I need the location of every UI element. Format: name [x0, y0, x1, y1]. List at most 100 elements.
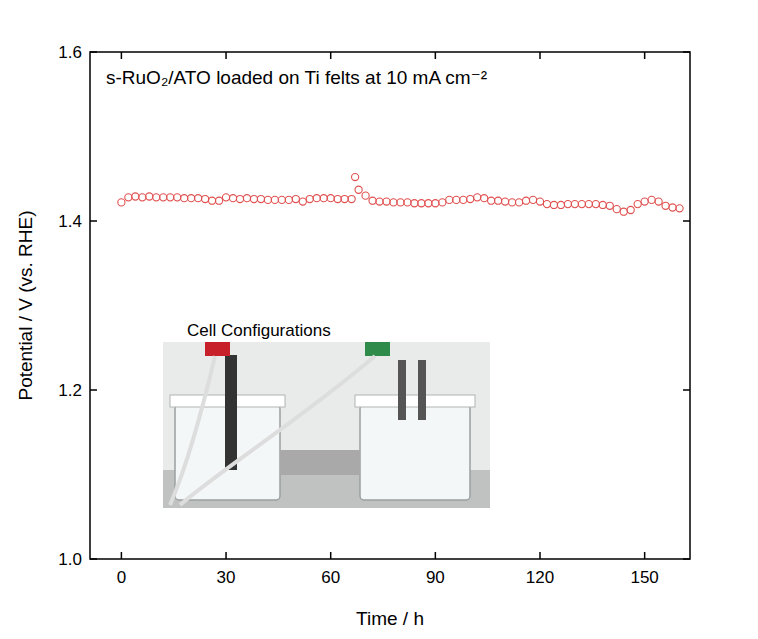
data-point — [613, 206, 620, 213]
data-point — [453, 196, 460, 203]
data-point — [627, 206, 634, 213]
data-point — [257, 195, 264, 202]
data-point — [592, 201, 599, 208]
data-group — [118, 173, 683, 215]
data-point — [362, 192, 369, 199]
x-tick-label: 150 — [630, 568, 658, 587]
x-tick-label: 120 — [526, 568, 554, 587]
data-point — [125, 194, 132, 201]
data-point — [327, 195, 334, 202]
data-point — [334, 195, 341, 202]
y-tick — [90, 51, 97, 53]
data-point — [404, 199, 411, 206]
inset-bridge — [280, 450, 360, 475]
x-axis-title: Time / h — [356, 608, 424, 629]
data-point — [167, 194, 174, 201]
data-point — [571, 201, 578, 208]
data-point — [474, 194, 481, 201]
data-point — [348, 195, 355, 202]
x-tick-label: 60 — [321, 568, 340, 587]
inset-lid — [355, 395, 475, 407]
data-point — [271, 196, 278, 203]
data-point — [620, 208, 627, 215]
inset-clip — [205, 342, 230, 356]
data-point — [306, 195, 313, 202]
inset-beaker — [360, 405, 470, 500]
x-tick-top — [435, 52, 437, 59]
x-tick-top — [330, 52, 332, 59]
y-tick-right — [683, 220, 690, 222]
data-point — [662, 202, 669, 209]
data-point — [515, 199, 522, 206]
x-tick-label: 30 — [217, 568, 236, 587]
y-tick-right — [683, 389, 690, 391]
x-tick — [121, 552, 123, 559]
data-point — [397, 199, 404, 206]
data-point — [236, 195, 243, 202]
data-point — [146, 193, 153, 200]
data-point — [132, 193, 139, 200]
x-tick-top — [225, 52, 227, 59]
data-point — [229, 195, 236, 202]
data-point — [446, 196, 453, 203]
data-point — [250, 195, 257, 202]
y-tick-label: 1.4 — [58, 212, 82, 231]
y-tick-label: 1.6 — [58, 43, 82, 62]
x-tick — [225, 552, 227, 559]
data-point — [481, 195, 488, 202]
data-point — [508, 199, 515, 206]
chart: Cell Configurations03060901201501.01.21.… — [0, 0, 758, 639]
inset-electrode — [398, 360, 406, 420]
inset-background — [163, 342, 490, 508]
data-point — [341, 195, 348, 202]
x-tick — [539, 552, 541, 559]
plot-frame — [90, 52, 690, 559]
data-point — [320, 195, 327, 202]
data-point — [369, 197, 376, 204]
x-tick — [330, 552, 332, 559]
data-point — [264, 196, 271, 203]
x-tick-top — [644, 52, 646, 59]
data-point — [502, 198, 509, 205]
data-point — [495, 197, 502, 204]
chart-title: s-RuO₂/ATO loaded on Ti felts at 10 mA c… — [106, 67, 487, 88]
data-point — [222, 194, 229, 201]
data-point — [676, 205, 683, 212]
data-point — [669, 204, 676, 211]
data-point — [285, 196, 292, 203]
data-point — [215, 197, 222, 204]
x-tick — [644, 552, 646, 559]
data-point — [432, 200, 439, 207]
inset-electrode — [418, 360, 426, 420]
data-point — [634, 201, 641, 208]
data-point — [181, 195, 188, 202]
data-point — [543, 201, 550, 208]
data-point — [418, 200, 425, 207]
x-tick-top — [539, 52, 541, 59]
inset-label: Cell Configurations — [187, 321, 331, 340]
x-tick — [435, 552, 437, 559]
data-point — [383, 198, 390, 205]
data-point — [292, 195, 299, 202]
data-point — [564, 201, 571, 208]
data-point — [118, 199, 125, 206]
data-point — [355, 186, 362, 193]
data-point — [411, 200, 418, 207]
data-point — [352, 173, 359, 180]
data-point — [557, 201, 564, 208]
data-point — [536, 198, 543, 205]
y-tick — [90, 220, 97, 222]
y-tick — [90, 558, 97, 560]
data-point — [425, 200, 432, 207]
data-point — [202, 195, 209, 202]
data-point — [390, 199, 397, 206]
data-point — [460, 196, 467, 203]
inset-clip — [365, 342, 390, 356]
data-point — [529, 196, 536, 203]
y-tick-right — [683, 51, 690, 53]
data-point — [522, 197, 529, 204]
x-tick-label: 0 — [117, 568, 126, 587]
data-point — [578, 201, 585, 208]
data-point — [188, 195, 195, 202]
data-point — [376, 198, 383, 205]
